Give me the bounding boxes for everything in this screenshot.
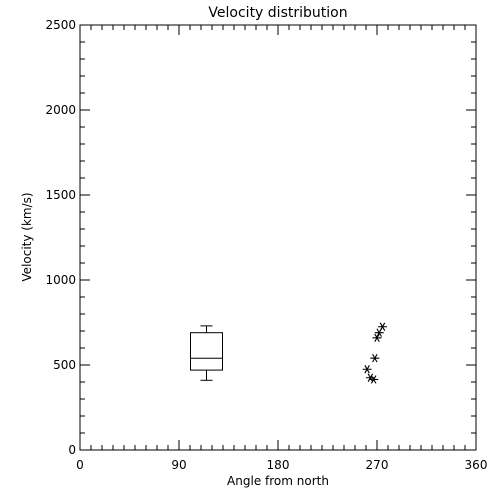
- x-tick-label: 90: [171, 458, 186, 472]
- axis-ticks: [79, 24, 477, 451]
- box-iqr: [190, 332, 223, 371]
- x-axis-label: Angle from north: [227, 474, 329, 488]
- scatter-points: [362, 322, 387, 384]
- x-tick-labels: 0 90 180 270 360: [76, 458, 487, 472]
- y-axis-label: Velocity (km/s): [20, 192, 34, 281]
- x-tick-label: 180: [267, 458, 290, 472]
- box-plot: [190, 325, 223, 381]
- data-point: [369, 375, 379, 384]
- y-tick-label: 500: [53, 358, 76, 372]
- x-tick-label: 270: [366, 458, 389, 472]
- data-point: [370, 354, 380, 363]
- y-tick-label: 2500: [45, 18, 76, 32]
- x-tick-label: 360: [465, 458, 488, 472]
- y-tick-label: 1000: [45, 273, 76, 287]
- x-tick-label: 0: [76, 458, 84, 472]
- y-tick-labels: 0 500 1000 1500 2000 2500: [45, 18, 76, 457]
- data-point: [378, 322, 387, 331]
- data-point: [362, 365, 372, 374]
- y-tick-label: 2000: [45, 103, 76, 117]
- data-point: [372, 333, 382, 342]
- plot-frame: [79, 24, 477, 451]
- data-point: [365, 373, 375, 382]
- y-tick-label: 0: [68, 443, 76, 457]
- chart-title: Velocity distribution: [208, 5, 347, 21]
- y-tick-label: 1500: [45, 188, 76, 202]
